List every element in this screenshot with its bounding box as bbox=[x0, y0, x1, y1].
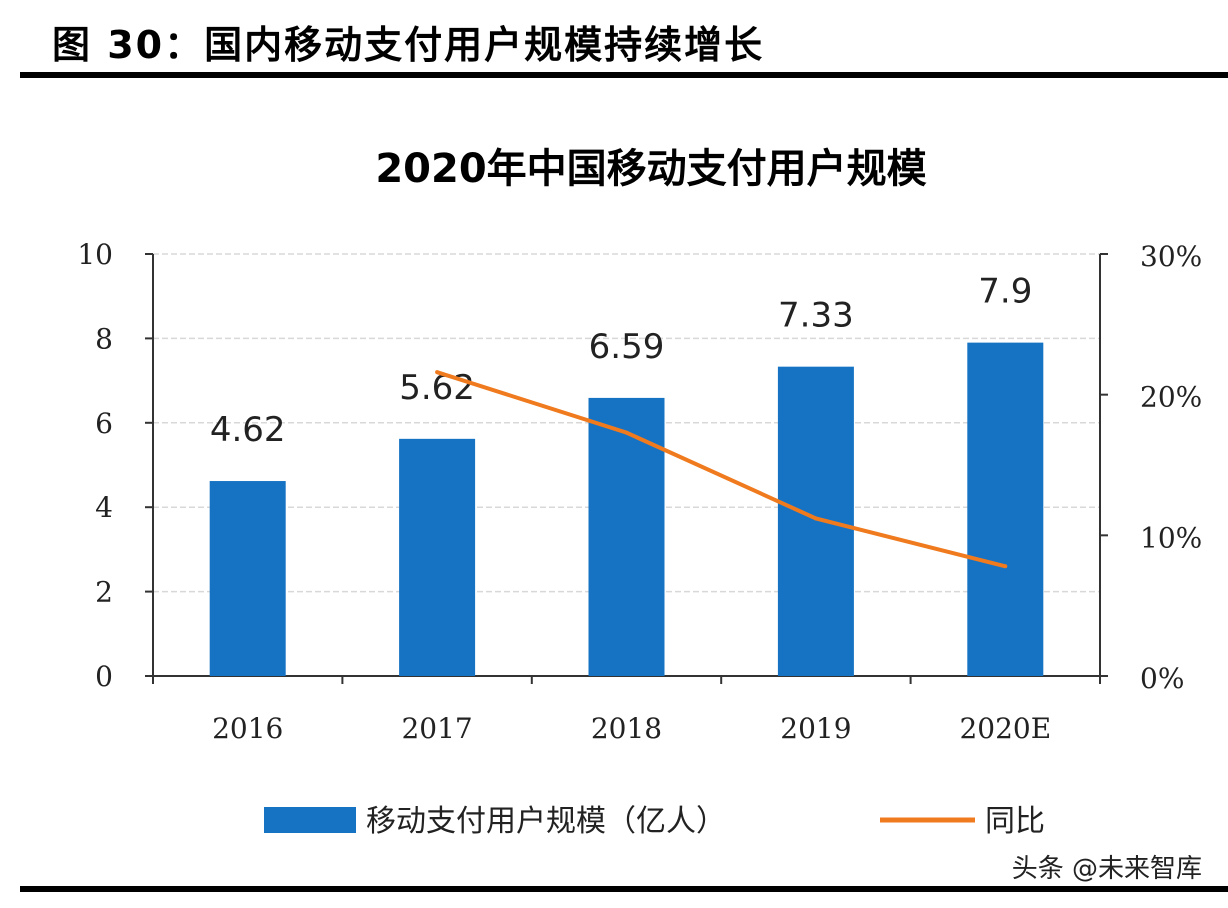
bar bbox=[209, 481, 286, 676]
left-tick-label: 4 bbox=[95, 491, 113, 524]
left-tick-label: 8 bbox=[95, 322, 113, 355]
legend-swatch-bars bbox=[264, 807, 356, 833]
watermark: 头条 @未来智库 bbox=[1011, 854, 1202, 884]
yoy-line bbox=[436, 370, 1006, 569]
bar bbox=[777, 366, 854, 676]
left-tick-label: 6 bbox=[95, 407, 113, 440]
bar-data-label: 6.59 bbox=[589, 327, 665, 367]
x-tick-label: 2020E bbox=[959, 712, 1051, 745]
top-rule bbox=[20, 72, 1228, 78]
legend-label-bars: 移动支付用户规模（亿人） bbox=[366, 804, 726, 839]
left-tick-label: 2 bbox=[95, 576, 113, 609]
bar bbox=[967, 342, 1044, 676]
legend-label-line: 同比 bbox=[985, 804, 1045, 839]
right-tick-label: 20% bbox=[1140, 381, 1202, 414]
bottom-rule bbox=[20, 886, 1228, 892]
chart-title: 2020年中国移动支付用户规模 bbox=[375, 146, 927, 192]
yoy-point bbox=[1003, 564, 1008, 569]
bar-data-label: 7.9 bbox=[978, 272, 1032, 312]
right-tick-label: 0% bbox=[1140, 662, 1184, 695]
left-tick-label: 10 bbox=[77, 238, 113, 271]
yoy-point bbox=[624, 430, 629, 435]
yoy-point bbox=[813, 516, 818, 521]
figure-header: 图 30：国内移动支付用户规模持续增长 bbox=[52, 23, 765, 67]
bar-data-label: 7.33 bbox=[778, 296, 854, 336]
right-tick-label: 10% bbox=[1140, 521, 1202, 554]
x-tick-label: 2017 bbox=[401, 712, 472, 745]
x-tick-label: 2016 bbox=[212, 712, 283, 745]
x-tick-label: 2018 bbox=[591, 712, 662, 745]
bar bbox=[399, 438, 476, 676]
bar-data-label: 4.62 bbox=[210, 410, 286, 450]
bar-data-label: 5.62 bbox=[399, 368, 475, 408]
right-tick-label: 30% bbox=[1140, 240, 1202, 273]
x-tick-label: 2019 bbox=[780, 712, 851, 745]
left-tick-label: 0 bbox=[95, 660, 113, 693]
bar bbox=[588, 397, 665, 676]
yoy-point bbox=[435, 370, 440, 375]
